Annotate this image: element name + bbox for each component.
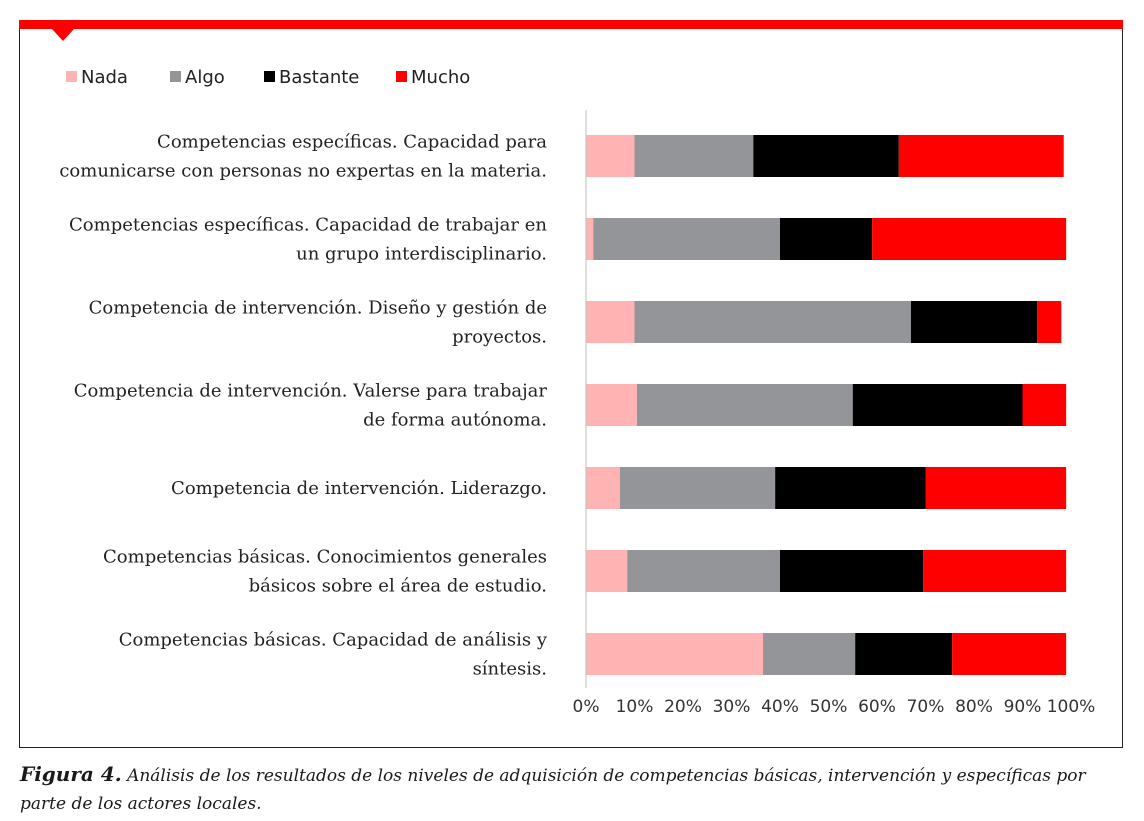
category-label: proyectos. [452,327,547,348]
category-label: Competencia de intervención. Valerse par… [74,381,548,402]
bar-segment-nada [586,218,594,260]
category-label: un grupo interdisciplinario. [296,244,547,265]
stacked-bar-chart: Nada Algo Bastante Mucho Competencias espec… [59,67,1096,717]
caption-label: Figura 4. [20,762,122,786]
x-tick-label: 10% [616,697,654,717]
category-label: Competencia de intervención. Diseño y ge… [89,298,547,319]
bar-segment-bastante [753,135,899,177]
bars [586,135,1067,675]
category-labels: Competencias específicas. Capacidad para… [59,132,547,680]
category-label: básicos sobre el área de estudio. [249,576,547,597]
bar-segment-nada [586,467,620,509]
bar-segment-bastante [855,633,953,675]
bar-segment-algo [627,550,780,592]
x-tick-label: 0% [573,697,600,717]
x-tick-labels: 0% 10% 20% 30% 40% 50% 60% 70% 80% 90% 100% [573,697,1096,717]
bar-segment-algo [636,384,853,426]
legend-swatch-algo [170,71,181,82]
legend-swatch-nada [66,71,77,82]
category-label: comunicarse con personas no expertas en … [59,161,547,182]
bar-segment-mucho [925,467,1067,509]
bar-segment-nada [586,550,628,592]
x-tick-label: 30% [713,697,751,717]
bar-segment-bastante [775,467,926,509]
bar-segment-nada [586,633,764,675]
legend-label-nada: Nada [81,67,128,88]
bar-segment-mucho [872,218,1067,260]
bar-segment-algo [634,301,911,343]
bar-segment-algo [619,467,776,509]
x-tick-label: 60% [858,697,896,717]
bar-segment-bastante [780,218,873,260]
x-tick-label: 50% [810,697,848,717]
x-tick-label: 40% [761,697,799,717]
legend-swatch-mucho [396,71,407,82]
top-accent-bar [19,20,1123,29]
bar-segment-algo [634,135,754,177]
bar-segment-nada [586,384,637,426]
category-label: de forma autónoma. [363,410,547,431]
bar-segment-algo [593,218,780,260]
category-label: síntesis. [473,659,547,680]
category-label: Competencias específicas. Capacidad de t… [69,215,547,236]
x-tick-label: 20% [664,697,702,717]
x-tick-label: 70% [907,697,945,717]
figure-caption: Figura 4. Análisis de los resultados de … [20,760,1130,818]
category-label: Competencias básicas. Capacidad de análi… [119,630,548,651]
bar-segment-mucho [1037,301,1062,343]
bar-segment-bastante [910,301,1038,343]
caption-text: Análisis de los resultados de los nivele… [20,766,1086,814]
legend: Nada Algo Bastante Mucho [66,67,470,88]
bar-segment-mucho [923,550,1067,592]
bar-segment-nada [586,135,635,177]
category-label: Competencia de intervención. Liderazgo. [171,478,547,499]
category-label: Competencias básicas. Conocimientos gene… [103,547,547,568]
bar-segment-mucho [898,135,1064,177]
accent-notch [52,29,74,41]
x-tick-label: 80% [955,697,993,717]
legend-label-bastante: Bastante [279,67,359,88]
bar-segment-bastante [780,550,924,592]
bar-segment-nada [586,301,635,343]
legend-label-mucho: Mucho [411,67,470,88]
bar-segment-algo [763,633,856,675]
bar-segment-mucho [952,633,1067,675]
category-label: Competencias específicas. Capacidad para [157,132,547,153]
legend-swatch-bastante [264,71,275,82]
x-tick-label: 90% [1004,697,1042,717]
legend-label-algo: Algo [185,67,225,88]
bar-segment-mucho [1022,384,1067,426]
bar-segment-bastante [852,384,1023,426]
figure-frame [19,20,1123,748]
x-tick-label: 100% [1047,697,1096,717]
